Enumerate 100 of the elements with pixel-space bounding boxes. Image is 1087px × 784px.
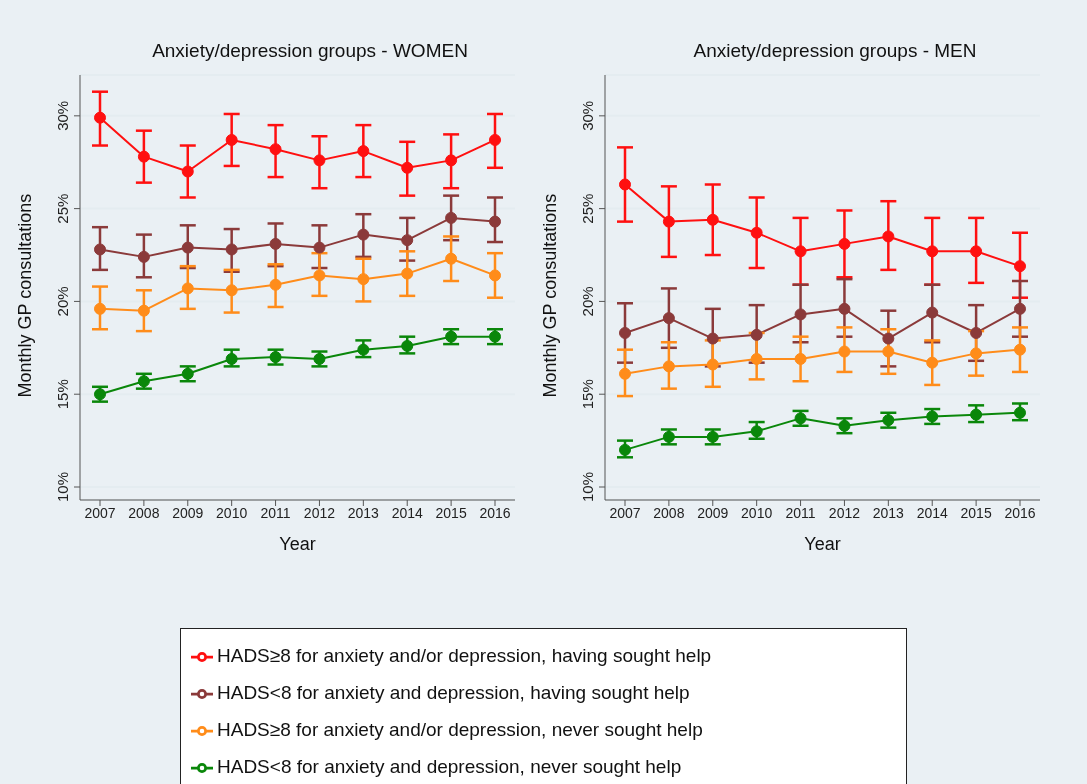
x-tick-label: 2013 [347,504,380,521]
y-tick-label: 15% [54,379,71,410]
x-tick-label: 2014 [916,504,948,521]
x-tick-label: 2007 [609,504,641,521]
legend-label: HADS≥8 for anxiety and/or depression, never sought help [217,719,703,740]
point [750,226,763,239]
chart-title: Anxiety/depression groups - MEN [692,40,978,63]
y-tick-label: 20% [579,286,596,317]
point [269,143,282,156]
point [269,278,282,291]
point [489,133,501,146]
point [662,312,675,325]
x-tick-label: 2015 [435,504,467,521]
point [94,243,106,256]
point [94,111,106,124]
point [489,330,501,343]
point [181,165,194,178]
point [489,269,501,282]
y-tick-label: 25% [54,193,71,224]
point [137,375,150,388]
y-tick-label: 30% [54,100,71,131]
y-tick-label: 30% [579,100,596,131]
point [706,430,719,443]
point [794,245,807,258]
point [794,352,807,365]
legend-label: HADS<8 for anxiety and depression, having sought help [217,682,690,703]
point [706,213,719,226]
point [794,308,807,321]
x-tick-label: 2012 [303,504,336,521]
point [445,211,458,224]
point [970,347,983,360]
x-tick-label: 2012 [828,504,861,521]
y-tick-label: 10% [54,471,71,503]
point [838,345,851,358]
point [970,245,983,258]
point [401,267,414,280]
point [838,302,851,315]
point [225,284,238,297]
point [662,360,675,373]
x-axis-title: Year [804,534,841,554]
point [706,332,719,345]
point [269,237,282,250]
point [181,367,194,380]
y-tick-label: 20% [54,286,71,317]
point [926,410,939,423]
point [882,230,895,243]
x-axis-title: Year [279,534,316,554]
point [882,345,895,358]
x-tick-label: 2016 [479,504,511,521]
point [445,252,458,265]
point [489,215,501,228]
y-axis-title: Monthly GP consultations [540,193,561,398]
point [1014,302,1026,315]
point [750,328,763,341]
point [225,133,238,146]
x-tick-label: 2010 [741,504,773,521]
x-tick-label: 2008 [128,504,160,521]
point [926,306,939,319]
point [137,250,150,263]
point [970,326,983,339]
point [181,241,194,254]
point [181,282,194,295]
x-tick-label: 2009 [172,504,204,521]
point [357,228,370,241]
point [137,304,150,317]
y-tick-label: 25% [579,193,596,224]
x-tick-label: 2007 [84,504,116,521]
point [94,302,106,315]
point [706,358,719,371]
point [1014,260,1026,273]
point [882,332,895,345]
legend-label: HADS<8 for anxiety and depression, never sought help [217,756,682,777]
point [313,241,326,254]
point [838,237,851,250]
point [445,154,458,167]
point [926,356,939,369]
x-tick-label: 2013 [872,504,905,521]
x-tick-label: 2011 [260,504,291,521]
point [313,154,326,167]
point [357,273,370,286]
x-tick-label: 2010 [216,504,248,521]
x-tick-label: 2014 [391,504,423,521]
chart-title: Anxiety/depression groups - WOMEN [151,40,469,63]
y-axis-title: Monthly GP consultations [15,193,36,398]
point [401,161,414,174]
point [357,145,370,158]
legend-label: HADS≥8 for anxiety and/or depression, having sought help [217,645,712,666]
point [1014,343,1026,356]
point [94,388,106,401]
point [619,367,631,380]
point [401,234,414,247]
point [225,352,238,365]
point [662,215,675,228]
point [137,150,150,163]
x-tick-label: 2016 [1004,504,1036,521]
point [357,343,370,356]
x-tick-label: 2008 [653,504,685,521]
y-tick-label: 15% [579,379,596,410]
point [926,245,939,258]
x-tick-label: 2015 [960,504,992,521]
